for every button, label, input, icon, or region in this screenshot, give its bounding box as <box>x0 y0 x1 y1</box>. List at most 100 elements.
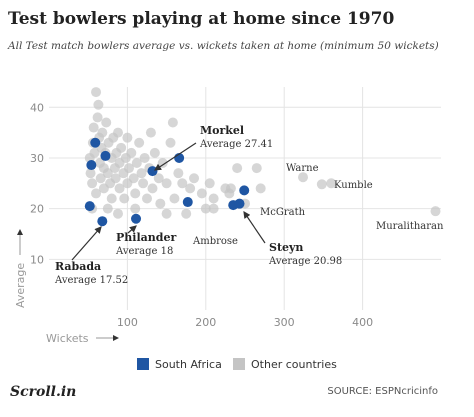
annotation-note: Average 27.41 <box>199 139 273 150</box>
point <box>142 193 152 204</box>
point <box>95 173 106 184</box>
legend-swatch <box>233 358 245 370</box>
point <box>116 142 127 153</box>
point <box>234 198 245 209</box>
point <box>161 208 172 219</box>
point <box>136 168 147 179</box>
point <box>102 168 113 179</box>
point <box>208 203 219 214</box>
point <box>185 183 196 194</box>
annotation-arrow <box>127 225 137 234</box>
point <box>155 198 166 209</box>
legend-label: South Africa <box>155 358 222 371</box>
point <box>153 173 164 184</box>
point <box>145 127 156 138</box>
point <box>110 173 121 184</box>
x-tick-label: 200 <box>195 316 216 329</box>
point <box>181 208 192 219</box>
point <box>119 193 130 204</box>
point <box>106 193 117 204</box>
point <box>316 179 327 190</box>
point <box>89 147 100 158</box>
point <box>139 152 150 163</box>
logo: Scroll.in <box>10 384 76 400</box>
point <box>91 188 102 199</box>
point <box>102 203 113 214</box>
annotation-note: Average 20.98 <box>268 256 342 267</box>
point <box>100 150 111 161</box>
x-tick-label: 100 <box>117 316 138 329</box>
annotation-label: Steyn <box>269 241 303 254</box>
source: SOURCE: ESPNcricinfo <box>327 386 438 397</box>
y-tick-label: 20 <box>30 203 44 216</box>
point <box>255 183 266 194</box>
point <box>134 137 145 148</box>
point <box>97 127 108 138</box>
point <box>112 208 123 219</box>
point <box>196 188 207 199</box>
point <box>239 185 250 196</box>
legend-label: Other countries <box>251 358 337 371</box>
point <box>86 160 97 171</box>
point <box>149 147 160 158</box>
annotation-label: McGrath <box>260 207 306 218</box>
point <box>169 193 180 204</box>
point <box>91 87 102 98</box>
point <box>173 168 184 179</box>
chart-subtitle: All Test match bowlers average vs. wicke… <box>7 40 439 52</box>
point <box>208 193 219 204</box>
point <box>204 178 215 189</box>
y-tick-label: 40 <box>30 101 44 114</box>
point <box>131 213 142 224</box>
point <box>88 122 99 133</box>
point <box>130 188 141 199</box>
point <box>85 168 96 179</box>
point <box>251 163 262 174</box>
point <box>97 216 108 227</box>
annotation-arrow <box>153 142 197 171</box>
annotation-label: Rabada <box>55 260 101 273</box>
point <box>131 158 142 169</box>
x-axis-title: Wickets <box>46 332 89 345</box>
annotation-label: Warne <box>286 163 319 174</box>
chart-title: Test bowlers playing at home since 1970 <box>8 9 394 29</box>
annotation-label: Muralitharan <box>376 221 444 232</box>
point <box>84 201 95 212</box>
point <box>430 206 441 217</box>
point <box>326 178 337 189</box>
annotation-label: Kumble <box>334 180 373 191</box>
point <box>112 127 123 138</box>
point <box>101 117 112 128</box>
point <box>93 99 104 110</box>
point <box>200 203 211 214</box>
x-tick-label: 400 <box>352 316 373 329</box>
point <box>147 183 158 194</box>
point <box>189 173 200 184</box>
annotation-label: Philander <box>116 231 176 244</box>
annotation-note: Average 17.52 <box>54 275 128 286</box>
point <box>114 183 125 194</box>
point <box>130 203 141 214</box>
point <box>298 172 309 183</box>
point <box>126 147 137 158</box>
y-tick-label: 30 <box>30 152 44 165</box>
x-tick-label: 300 <box>274 316 295 329</box>
point <box>182 197 193 208</box>
point <box>138 178 149 189</box>
point <box>123 163 134 174</box>
point <box>232 163 243 174</box>
point <box>177 178 188 189</box>
point <box>122 132 133 143</box>
annotation-label: Morkel <box>200 124 244 137</box>
y-tick-label: 10 <box>30 253 44 266</box>
annotation-arrow <box>243 211 266 244</box>
point <box>167 117 178 128</box>
annotation-arrow <box>71 226 102 261</box>
y-axis-title: Average <box>14 263 27 308</box>
point <box>165 137 176 148</box>
point <box>128 173 139 184</box>
annotation-note: Average 18 <box>115 246 173 257</box>
point <box>87 178 98 189</box>
legend-swatch <box>137 358 149 370</box>
